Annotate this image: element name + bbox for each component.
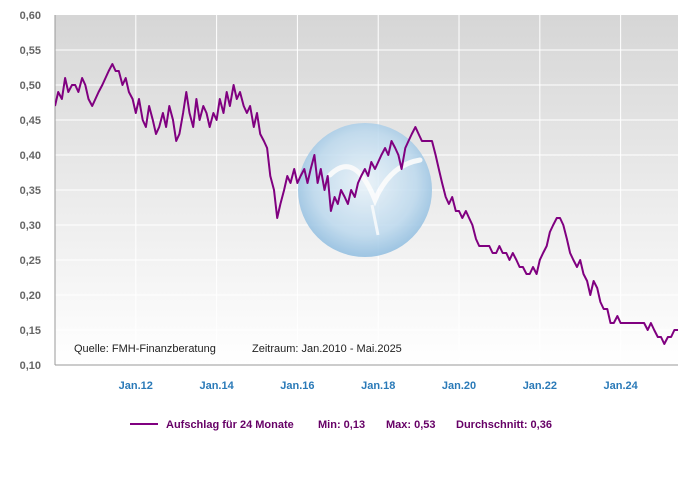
- period-annotation: Zeitraum: Jan.2010 - Mai.2025: [252, 343, 402, 355]
- x-tick-label: Jan.18: [361, 380, 395, 392]
- x-axis-ticks: Jan.12 Jan.14 Jan.16 Jan.18 Jan.20 Jan.22 Jan.…: [119, 380, 639, 392]
- series-line-aufschlag-24-monate: [55, 63, 678, 345]
- y-tick-label: 0,20: [20, 290, 41, 302]
- legend-max-value: Max: 0,53: [386, 419, 436, 431]
- y-tick-label: 0,50: [20, 80, 41, 92]
- legend: Aufschlag für 24 Monate Min: 0,13 Max: 0…: [130, 419, 552, 431]
- x-tick-label: Jan.14: [199, 380, 234, 392]
- x-tick-label: Jan.16: [280, 380, 314, 392]
- x-tick-label: Jan.12: [119, 380, 153, 392]
- legend-average-value: Durchschnitt: 0,36: [456, 419, 552, 431]
- y-tick-label: 0,45: [20, 115, 41, 127]
- y-tick-label: 0,60: [20, 10, 41, 22]
- watermark-logo: [298, 123, 432, 257]
- y-axis-ticks: 0,60 0,55 0,50 0,45 0,40 0,35 0,30 0,25 0,20 0,15…: [20, 10, 41, 372]
- x-tick-label: Jan.24: [604, 380, 639, 392]
- source-annotation: Quelle: FMH-Finanzberatung: [74, 343, 216, 355]
- legend-series-label: Aufschlag für 24 Monate: [166, 419, 294, 431]
- y-tick-label: 0,10: [20, 360, 41, 372]
- y-tick-label: 0,40: [20, 150, 41, 162]
- vertical-gridlines: [135, 15, 622, 365]
- y-tick-label: 0,15: [20, 325, 41, 337]
- x-tick-label: Jan.22: [523, 380, 557, 392]
- y-tick-label: 0,35: [20, 185, 41, 197]
- y-tick-label: 0,30: [20, 220, 41, 232]
- x-tick-label: Jan.20: [442, 380, 476, 392]
- legend-min-value: Min: 0,13: [318, 419, 365, 431]
- y-tick-label: 0,55: [20, 45, 41, 57]
- y-tick-label: 0,25: [20, 255, 41, 267]
